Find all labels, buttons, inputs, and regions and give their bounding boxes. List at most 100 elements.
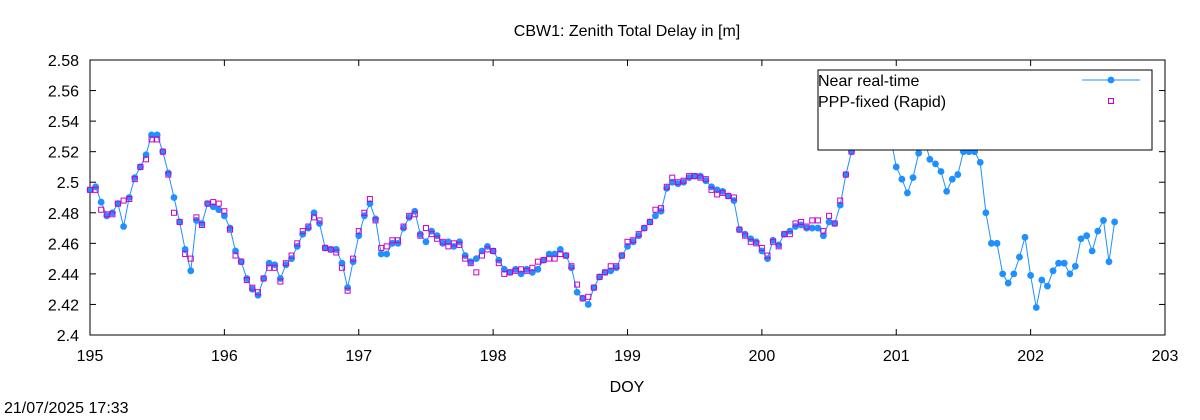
data-point-near-real-time [758, 247, 766, 255]
data-point-ppp-fixed [697, 174, 704, 181]
data-point-near-real-time [657, 207, 665, 215]
data-point-ppp-fixed [809, 217, 816, 224]
data-point-near-real-time [640, 224, 648, 232]
data-point-near-real-time [433, 232, 441, 240]
data-point-near-real-time [405, 213, 413, 221]
y-tick-label: 2.54 [48, 114, 79, 131]
data-point-ppp-fixed [316, 217, 323, 224]
data-point-ppp-fixed [383, 243, 390, 250]
data-point-near-real-time [1060, 259, 1068, 267]
x-axis-label: DOY [610, 379, 645, 396]
data-point-ppp-fixed [333, 249, 340, 256]
data-point-near-real-time [730, 197, 738, 204]
data-point-near-real-time [932, 160, 939, 168]
data-point-ppp-fixed [114, 200, 121, 207]
data-point-near-real-time [769, 236, 777, 244]
data-point-near-real-time [416, 230, 424, 238]
data-point-ppp-fixed [540, 257, 547, 264]
data-point-ppp-fixed [204, 200, 211, 207]
data-point-near-real-time [674, 180, 682, 188]
data-point-ppp-fixed [182, 251, 189, 258]
data-point-near-real-time [377, 250, 385, 258]
data-point-near-real-time [1111, 218, 1119, 226]
data-point-ppp-fixed [837, 197, 844, 204]
data-point-near-real-time [170, 194, 178, 201]
data-point-ppp-fixed [266, 264, 273, 271]
data-point-near-real-time [702, 177, 710, 185]
data-point-near-real-time [1016, 253, 1023, 261]
data-point-ppp-fixed [165, 171, 172, 178]
data-point-ppp-fixed [417, 232, 424, 239]
data-point-ppp-fixed [221, 208, 228, 215]
data-point-ppp-fixed [422, 225, 429, 232]
data-point-ppp-fixed [708, 186, 715, 193]
data-point-near-real-time [332, 246, 340, 253]
data-point-ppp-fixed [322, 244, 329, 251]
data-point-ppp-fixed [355, 228, 362, 235]
legend-marker-near-real-time [1107, 76, 1115, 84]
y-tick-label: 2.46 [48, 236, 79, 253]
data-point-ppp-fixed [792, 220, 799, 227]
data-point-ppp-fixed [456, 241, 463, 248]
data-point-ppp-fixed [736, 226, 743, 233]
data-point-near-real-time [164, 169, 172, 177]
data-point-near-real-time [304, 224, 312, 232]
data-point-near-real-time [383, 250, 391, 258]
data-point-near-real-time [495, 256, 503, 264]
data-point-near-real-time [136, 163, 144, 171]
data-point-ppp-fixed [378, 244, 385, 251]
data-point-near-real-time [618, 252, 626, 259]
data-point-ppp-fixed [635, 231, 642, 238]
data-point-ppp-fixed [406, 212, 413, 219]
data-point-ppp-fixed [725, 192, 732, 199]
data-point-near-real-time [1049, 267, 1057, 275]
data-point-ppp-fixed [551, 255, 558, 262]
data-point-near-real-time [904, 189, 911, 197]
data-point-near-real-time [1010, 270, 1018, 278]
data-point-near-real-time [562, 252, 570, 259]
data-point-ppp-fixed [529, 264, 536, 271]
data-point-near-real-time [747, 235, 755, 243]
data-point-near-real-time [372, 215, 379, 223]
data-point-ppp-fixed [557, 251, 564, 258]
data-point-near-real-time [237, 258, 245, 266]
data-point-ppp-fixed [305, 223, 312, 230]
data-point-near-real-time [601, 268, 609, 276]
data-point-ppp-fixed [831, 220, 838, 227]
data-point-ppp-fixed [187, 255, 194, 262]
data-point-near-real-time [1044, 282, 1051, 290]
x-tick-label: 202 [1017, 348, 1044, 365]
data-point-ppp-fixed [361, 209, 368, 216]
data-point-ppp-fixed [400, 223, 407, 230]
data-point-ppp-fixed [131, 176, 138, 183]
y-tick-label: 2.58 [48, 53, 79, 70]
data-point-ppp-fixed [691, 173, 698, 180]
data-point-near-real-time [752, 238, 760, 246]
data-point-near-real-time [120, 223, 127, 230]
data-point-ppp-fixed [730, 194, 737, 201]
data-point-ppp-fixed [590, 284, 597, 291]
data-point-near-real-time [456, 238, 463, 246]
data-point-ppp-fixed [826, 212, 833, 219]
data-point-near-real-time [892, 163, 900, 171]
data-point-ppp-fixed [574, 281, 581, 288]
data-point-ppp-fixed [445, 243, 452, 250]
data-point-near-real-time [411, 207, 419, 215]
data-point-near-real-time [937, 168, 945, 175]
legend-marker-ppp-fixed [1108, 98, 1114, 104]
data-point-ppp-fixed [288, 252, 295, 259]
data-point-near-real-time [1105, 258, 1113, 266]
data-point-near-real-time [584, 301, 592, 308]
data-point-ppp-fixed [137, 163, 144, 170]
data-point-near-real-time [439, 239, 447, 247]
data-point-near-real-time [736, 226, 743, 233]
data-point-near-real-time [450, 242, 458, 250]
data-point-ppp-fixed [641, 225, 648, 232]
data-point-near-real-time [629, 238, 637, 246]
legend-box [817, 69, 1153, 151]
data-point-ppp-fixed [394, 237, 401, 244]
data-point-ppp-fixed [495, 260, 502, 267]
data-point-near-real-time [696, 172, 704, 180]
data-point-near-real-time [1066, 270, 1074, 278]
data-point-ppp-fixed [143, 156, 150, 163]
